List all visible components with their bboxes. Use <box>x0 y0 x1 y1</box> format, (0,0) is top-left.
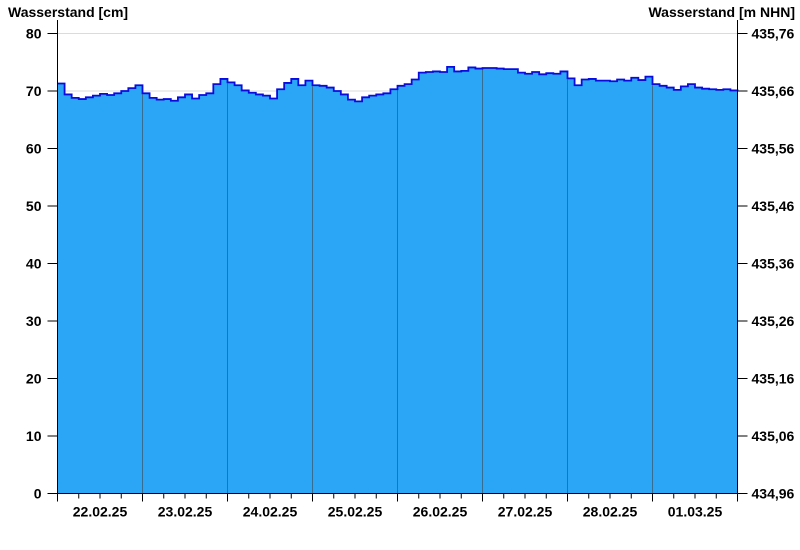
y-tick-label-right: 435,76 <box>752 26 795 42</box>
x-tick-label: 22.02.25 <box>73 504 128 520</box>
x-tick-label: 24.02.25 <box>243 504 298 520</box>
y-tick-label-right: 435,66 <box>752 83 795 99</box>
x-tick-label: 28.02.25 <box>583 504 638 520</box>
x-tick-label: 23.02.25 <box>158 504 213 520</box>
y-tick-label-left: 0 <box>34 486 42 502</box>
right-axis-title: Wasserstand [m NHN] <box>648 4 795 20</box>
y-tick-label-left: 10 <box>26 428 42 444</box>
y-tick-label-left: 20 <box>26 371 42 387</box>
x-tick-label: 01.03.25 <box>668 504 723 520</box>
y-tick-label-left: 70 <box>26 83 42 99</box>
vertical-day-gridlines <box>142 69 653 493</box>
y-tick-label-left: 60 <box>26 141 42 157</box>
x-tick-label: 26.02.25 <box>413 504 468 520</box>
series-line <box>57 65 739 103</box>
x-tick-label: 25.02.25 <box>328 504 383 520</box>
y-tick-label-right: 435,46 <box>752 198 795 214</box>
y-tick-label-left: 50 <box>26 198 42 214</box>
y-tick-label-right: 434,96 <box>752 486 795 502</box>
x-axis: 22.02.25 23.02.25 24.02.25 25.02.25 26.02.25… <box>57 493 738 520</box>
y-tick-label-left: 30 <box>26 313 42 329</box>
y-tick-label-left: 80 <box>26 26 42 42</box>
y-axis-left: 0 10 20 30 40 50 60 70 80 <box>26 26 58 502</box>
y-tick-label-left: 40 <box>26 256 42 272</box>
y-tick-label-right: 435,06 <box>752 428 795 444</box>
left-axis-title: Wasserstand [cm] <box>8 4 129 20</box>
y-tick-label-right: 435,16 <box>752 371 795 387</box>
y-axis-right: 434,96 435,06 435,16 435,26 435,36 435,46 435,… <box>737 26 795 502</box>
y-tick-label-right: 435,36 <box>752 256 795 272</box>
x-tick-label: 27.02.25 <box>498 504 553 520</box>
y-tick-label-right: 435,56 <box>752 141 795 157</box>
y-tick-label-right: 435,26 <box>752 313 795 329</box>
